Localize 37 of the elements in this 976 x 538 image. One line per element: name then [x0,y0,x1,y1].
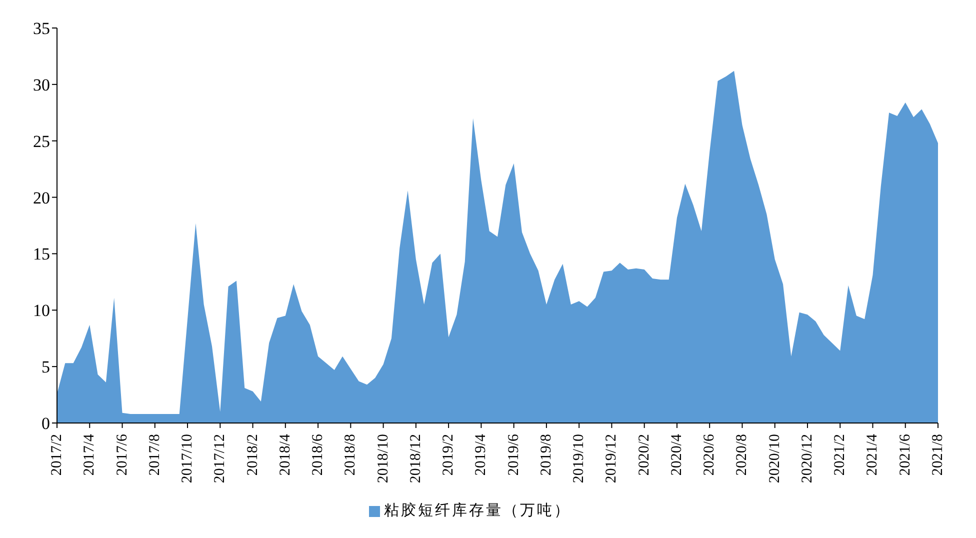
x-tick-label: 2021/2 [832,434,848,476]
x-tick-label: 2019/2 [440,434,457,476]
x-tick-label: 2018/12 [408,434,424,484]
x-tick-label: 2021/4 [864,434,881,476]
x-tick-label: 2021/6 [897,434,914,476]
y-tick-label: 10 [33,301,50,320]
x-tick-label: 2019/10 [571,434,588,484]
y-tick-label: 30 [33,75,50,94]
x-tick-label: 2021/8 [930,434,946,476]
x-tick-label: 2017/10 [180,434,196,484]
x-tick-label: 2018/4 [277,434,294,476]
y-tick-label: 35 [33,19,50,38]
x-tick-label: 2020/4 [668,434,685,476]
x-tick-label: 2018/2 [244,434,261,476]
x-tick-label: 2017/8 [146,434,163,476]
y-tick-label: 25 [33,132,50,151]
x-tick-label: 2020/6 [702,434,718,476]
y-tick-label: 20 [33,188,50,208]
x-tick-label: 2017/4 [82,434,98,476]
x-tick-label: 2017/2 [49,434,65,476]
y-tick-label: 5 [42,358,50,377]
x-tick-label: 2019/8 [538,434,554,476]
y-tick-label: 0 [42,414,50,434]
y-tick-label: 15 [33,244,50,264]
x-tick-label: 2017/12 [212,434,228,484]
x-tick-label: 2020/8 [734,434,750,476]
x-tick-label: 2018/6 [310,434,326,476]
x-tick-label: 2020/12 [799,434,816,484]
x-tick-label: 2019/4 [473,434,490,476]
legend-label: 粘胶短纤库存量（万吨） [384,503,571,519]
x-tick-label: 2017/6 [114,434,130,476]
x-tick-label: 2018/8 [342,434,359,476]
x-tick-label: 2019/12 [604,434,620,484]
x-tick-label: 2019/6 [506,434,522,476]
x-tick-label: 2018/10 [375,434,392,484]
x-tick-label: 2020/10 [766,434,783,484]
x-tick-label: 2020/2 [636,434,652,476]
